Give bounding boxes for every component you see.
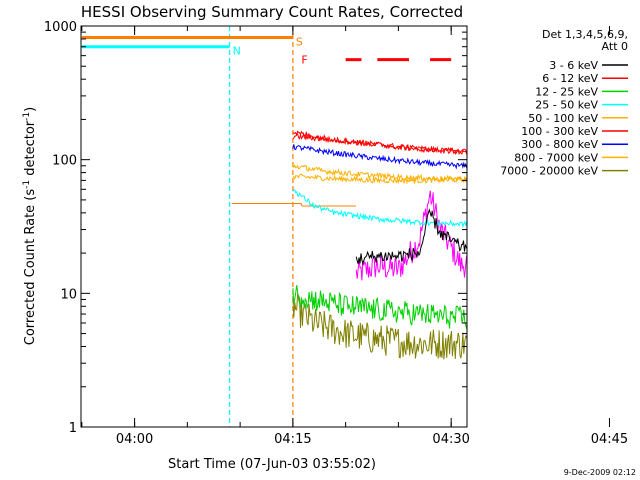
legend-label-3: 25 - 50 keV [535, 99, 598, 112]
series-line-2 [292, 285, 467, 329]
x-tick-label-0: 04:00 [116, 432, 153, 447]
series-line-8 [292, 292, 467, 360]
chart-title: HESSI Observing Summary Count Rates, Cor… [81, 3, 463, 21]
y-axis-label-part-1: Corrected Count Rate (s [23, 189, 38, 346]
x-tick-label-2: 04:30 [432, 432, 469, 447]
y-tick-label-1: 10 [60, 287, 77, 302]
overlay-orange-step [231, 203, 357, 207]
y-axis-label-part-2: detector [23, 120, 38, 180]
series-line-6 [292, 144, 467, 170]
legend-label-8: 7000 - 20000 keV [500, 165, 598, 178]
legend-label-1: 6 - 12 keV [542, 72, 598, 85]
x-tick-label-1: 04:15 [274, 432, 311, 447]
overlay-pink [355, 190, 467, 281]
y-tick-label-3: 1000 [44, 20, 77, 35]
x-axis-label: Start Time (07-Jun-03 03:55:02) [168, 457, 376, 472]
y-axis-label-sup-1: -1 [22, 180, 32, 189]
timestamp: 9-Dec-2009 02:12 [564, 468, 636, 477]
plot-frame [80, 25, 468, 428]
y-axis-label-sup-2: -1 [22, 112, 32, 121]
y-tick-label-0: 1 [69, 421, 77, 436]
series-line-0 [355, 208, 467, 266]
y-axis-label: Corrected Count Rate (s-1 detector-1) [22, 107, 38, 345]
series-group: SNNF [81, 26, 467, 427]
series-line-4 [292, 164, 467, 183]
legend-label-2: 12 - 25 keV [535, 85, 598, 98]
legend-label-4: 50 - 100 keV [528, 112, 598, 125]
series-line-7 [292, 173, 467, 185]
x-tick-label-3: 04:45 [591, 432, 628, 447]
legend-label-5: 100 - 300 keV [521, 125, 598, 138]
legend-subtitle: Att 0 [602, 40, 628, 53]
y-axis: 1 10 100 1000 [44, 20, 467, 436]
y-axis-label-part-3: ) [23, 107, 38, 112]
band-label-0: S [296, 36, 303, 49]
band-label-1: N [233, 45, 241, 58]
series-line-3 [292, 189, 467, 229]
legend-label-6: 300 - 800 keV [521, 138, 598, 151]
legend-label-7: 800 - 7000 keV [514, 151, 598, 164]
series-line-1 [292, 130, 467, 155]
plot-area: SNNF [81, 26, 467, 427]
flare-label: F [301, 54, 307, 67]
y-tick-label-2: 100 [52, 154, 77, 169]
legend-title: Det 1,3,4,5,6,9, [542, 28, 628, 41]
legend-label-0: 3 - 6 keV [549, 59, 598, 72]
